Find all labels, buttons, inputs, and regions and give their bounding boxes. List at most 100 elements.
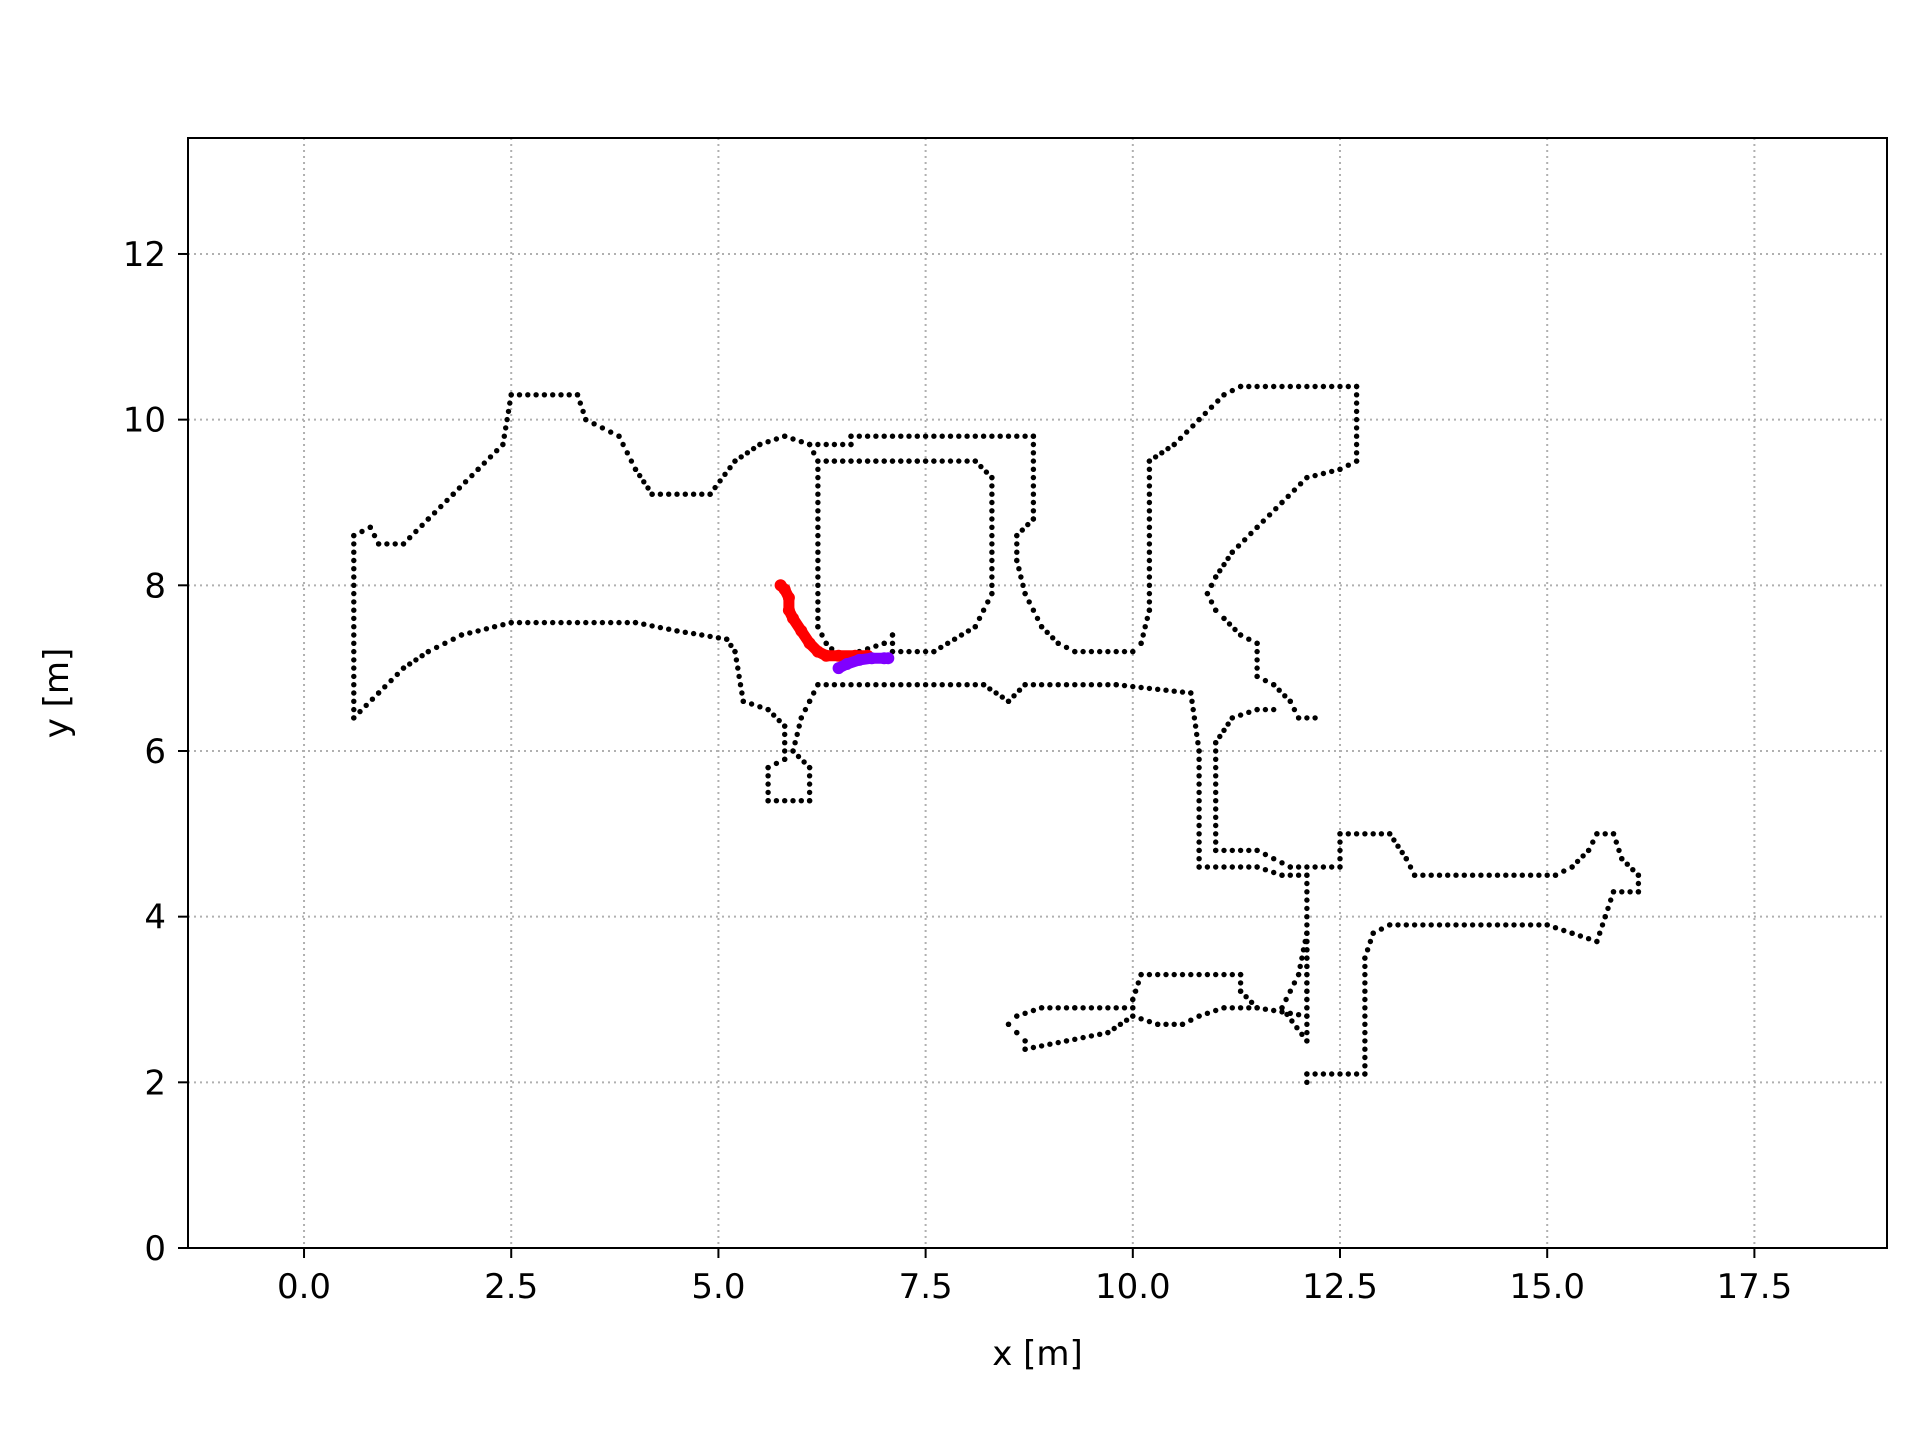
path-a-point [820,649,833,662]
obstacle-point [831,458,838,464]
obstacle-point [351,665,357,671]
obstacle-point [914,433,920,439]
obstacle-point [1337,1071,1343,1077]
obstacle-point [795,753,802,760]
obstacle-point [1362,1054,1368,1061]
obstacle-point [815,483,821,489]
path-a-point [832,649,845,662]
obstacle-point [1279,872,1285,878]
obstacle-point [1279,860,1285,866]
obstacle-point [1132,988,1139,994]
obstacle-point [1005,1021,1012,1027]
obstacle-point [1362,1005,1368,1011]
obstacle-point [1163,1021,1169,1027]
obstacle-point [898,648,904,655]
obstacle-point [583,416,589,423]
obstacle-point [456,485,463,491]
obstacle-point [699,632,705,638]
obstacle-point [1271,383,1277,390]
obstacle-point [1276,687,1282,693]
obstacle-point [1304,872,1310,878]
obstacle-point [351,590,357,597]
obstacle-point [1337,856,1343,862]
obstacle-point [840,458,846,464]
obstacle-point [666,626,672,632]
obstacle-point [1213,971,1219,978]
obstacle-point [989,516,995,522]
obstacle-point [1486,872,1492,878]
obstacle-point [1569,930,1575,936]
obstacle-point [1594,831,1600,837]
obstacle-point [864,458,871,464]
x-tick-label: 2.5 [484,1267,538,1307]
obstacle-point [1574,858,1581,865]
obstacle-point [906,458,912,464]
obstacle-point [674,491,680,497]
obstacle-point [947,682,954,688]
obstacle-point [964,682,970,688]
obstacle-point [1367,938,1374,945]
obstacle-point [989,582,995,588]
obstacle-point [815,532,821,539]
obstacle-point [1213,574,1219,580]
obstacle-point [1190,706,1196,713]
obstacle-point [1503,872,1509,878]
obstacle-point [1072,682,1078,688]
obstacle-point [1248,530,1254,537]
obstacle-point [815,458,821,464]
obstacle-point [792,740,798,746]
obstacle-point [624,619,630,626]
obstacle-point [1544,922,1550,928]
obstacle-point [939,433,945,439]
obstacle-point [898,458,904,464]
obstacle-point [712,484,718,491]
obstacle-point [914,458,920,464]
obstacle-point [997,433,1003,439]
obstacle-point [1195,740,1201,746]
obstacle-point [1152,454,1159,460]
obstacle-point [989,474,995,481]
obstacle-point [1345,383,1352,390]
obstacle-point [1271,682,1277,688]
obstacle-point [351,599,357,605]
obstacle-point [444,497,450,504]
obstacle-point [881,433,887,439]
obstacle-point [1014,1029,1020,1036]
obstacle-point [1196,764,1202,771]
obstacle-point [1511,922,1517,928]
obstacle-point [550,619,556,626]
obstacle-point [922,433,929,439]
x-axis-ticks: 0.0 2.5 5.0 7.5 10.0 12.5 15.0 17.5 [277,1248,1792,1307]
obstacle-point [351,549,357,555]
obstacle-point [657,491,664,497]
obstacle-point [1304,889,1310,895]
obstacle-point [616,433,622,439]
obstacle-point [796,723,802,729]
obstacle-point [1072,1036,1078,1043]
obstacle-point [1130,996,1136,1003]
obstacle-point [1196,1013,1202,1019]
obstacle-point [1295,872,1302,878]
obstacle-point [574,392,581,398]
obstacle-point [1196,856,1202,862]
obstacle-point [1030,1044,1037,1051]
obstacle-point [750,445,757,452]
obstacle-point [351,566,357,572]
obstacle-point [1337,831,1343,837]
obstacle-point [462,479,469,485]
obstacle-point [641,621,647,627]
obstacle-point [1403,922,1410,928]
obstacle-point [1113,682,1119,688]
obstacle-point [906,682,912,688]
obstacle-point [351,706,357,713]
obstacle-point [782,756,788,762]
obstacle-point [798,715,804,721]
obstacle-point [737,682,744,688]
obstacle-point [1213,839,1219,845]
obstacle-point [1345,462,1352,468]
obstacle-point [1287,988,1294,994]
obstacle-point [1353,425,1360,431]
obstacle-point [1221,615,1227,622]
obstacle-point [1011,693,1017,699]
obstacle-point [1014,532,1020,539]
